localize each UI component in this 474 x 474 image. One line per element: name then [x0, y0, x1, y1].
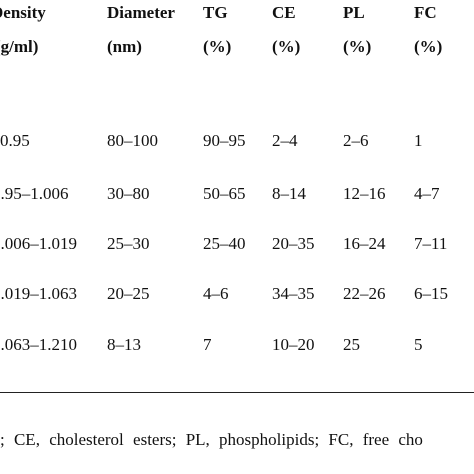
table-cell: 6–15 — [414, 284, 448, 303]
table-cell: 7–11 — [414, 234, 448, 253]
table-footnote: ; CE, cholesterol esters; PL, phospholip… — [0, 430, 423, 449]
table-cell: 8–13 — [107, 335, 141, 354]
table-cell: 20–25 — [107, 284, 150, 303]
table-cell: 12–16 — [343, 184, 386, 203]
header-density: Density — [0, 3, 46, 22]
table-cell: 50–65 — [203, 184, 246, 203]
table-cell: 1.019–1.063 — [0, 284, 77, 303]
table-cell: 30–80 — [107, 184, 150, 203]
table-cell: 10–20 — [272, 335, 315, 354]
header-pl-unit: (%) — [343, 37, 372, 56]
table-cell: 8–14 — [272, 184, 306, 203]
table-cell: 90–95 — [203, 131, 246, 150]
header-fc-unit: (%) — [414, 37, 443, 56]
table-cell: 20–35 — [272, 234, 315, 253]
header-diameter-unit: (nm) — [107, 37, 142, 56]
table-cell: 25–30 — [107, 234, 150, 253]
table-bottom-rule — [0, 392, 474, 393]
table-cell: 0.95–1.006 — [0, 184, 69, 203]
header-ce-unit: (%) — [272, 37, 301, 56]
table-cell: 7 — [203, 335, 212, 354]
header-pl: PL — [343, 3, 365, 22]
table-cell: 25 — [343, 335, 360, 354]
table-cell: 4–7 — [414, 184, 440, 203]
table-cell: 5 — [414, 335, 423, 354]
table-cell: 2–6 — [343, 131, 369, 150]
header-tg: TG — [203, 3, 228, 22]
table-cell: 80–100 — [107, 131, 158, 150]
table-cell: 22–26 — [343, 284, 386, 303]
header-diameter: Diameter — [107, 3, 175, 22]
header-tg-unit: (%) — [203, 37, 232, 56]
table-cell: 34–35 — [272, 284, 315, 303]
table-cell: 0.95 — [0, 131, 30, 150]
table-cell: 1 — [414, 131, 423, 150]
table-cell: 25–40 — [203, 234, 246, 253]
header-density-unit: (g/ml) — [0, 37, 39, 56]
header-ce: CE — [272, 3, 296, 22]
table-cell: 2–4 — [272, 131, 298, 150]
table-cell: 1.006–1.019 — [0, 234, 77, 253]
header-fc: FC — [414, 3, 437, 22]
table-cell: 4–6 — [203, 284, 229, 303]
table-cell: 16–24 — [343, 234, 386, 253]
table-cell: 1.063–1.210 — [0, 335, 77, 354]
